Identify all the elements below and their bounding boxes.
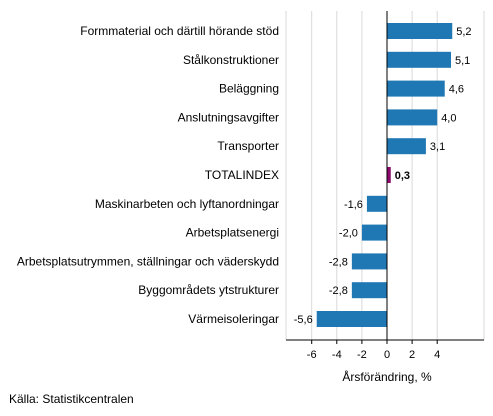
category-label: Maskinarbeten och lyftanordningar [95, 197, 279, 211]
data-label: 3,1 [430, 141, 445, 153]
bar [387, 23, 453, 39]
bar [351, 282, 387, 299]
category-label: Formmaterial och därtill hörande stöd [80, 24, 279, 38]
category-label: TOTALINDEX [205, 168, 279, 182]
x-axis-title: Årsförändring, % [342, 369, 432, 384]
bar [366, 195, 387, 212]
data-label: -5,6 [294, 314, 313, 326]
data-label: -1,6 [344, 199, 363, 211]
bar [387, 109, 438, 126]
category-label: Anslutningsavgifter [178, 110, 279, 124]
x-tick-label: -2 [357, 349, 367, 361]
bar [316, 311, 387, 327]
bar [361, 224, 387, 241]
data-label: -2,8 [329, 285, 348, 297]
category-label: Byggområdets ytstrukturer [138, 283, 279, 297]
category-labels: Formmaterial och därtill hörande stöd Stå… [17, 24, 279, 326]
category-label: Värmeisoleringar [188, 312, 279, 326]
data-label: 0,3 [395, 170, 410, 182]
bar [387, 167, 391, 183]
data-label: 4,0 [441, 112, 456, 124]
source-note: Källa: Statistikcentralen [9, 392, 134, 406]
category-label: Beläggning [219, 82, 279, 96]
x-tick-label: 0 [384, 349, 390, 361]
bars [286, 11, 484, 341]
category-label: Transporter [217, 139, 279, 153]
category-label: Arbetsplatsutrymmen, ställningar och väd… [17, 254, 279, 268]
x-tick-label: 4 [434, 349, 440, 361]
data-label: -2,0 [339, 228, 358, 240]
bar [387, 80, 445, 97]
data-label: 4,6 [449, 84, 464, 96]
x-tick-label: 2 [409, 349, 415, 361]
bar [387, 51, 452, 68]
data-label: 5,2 [456, 26, 471, 38]
data-label: -2,8 [329, 256, 348, 268]
x-tick-labels: -6 -4 -2 0 2 4 [307, 340, 440, 361]
x-tick-label: -4 [332, 349, 342, 361]
x-tick-label: -6 [307, 349, 317, 361]
data-labels: 5,2 5,1 4,6 4,0 3,1 0,3 -1,6 -2,0 -2,8 -2,8 -5,6 [294, 26, 472, 326]
category-label: Arbetsplatsenergi [186, 226, 279, 240]
bar [387, 138, 426, 155]
bar [351, 253, 387, 270]
category-label: Stålkonstruktioner [183, 53, 279, 67]
data-label: 5,1 [455, 55, 470, 67]
